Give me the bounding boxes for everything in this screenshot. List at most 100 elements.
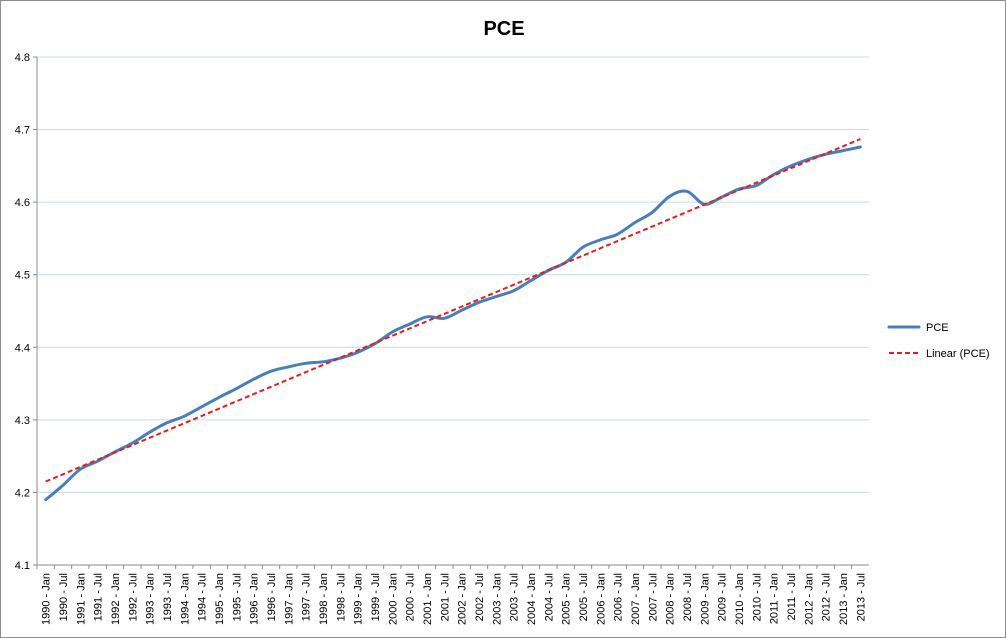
data-point-pce [443,317,446,320]
data-point-pce [304,362,307,365]
x-tick-label: 2001 - Jan [422,573,434,625]
x-tick-label: 2002 - Jan [457,573,469,625]
data-point-pce [859,145,862,149]
x-tick-label: 1994 - Jul [197,573,209,621]
x-axis-ticks: 1990 - Jan 1990 - Jul 1991 - Jan 1991 - Jul… [36,565,867,625]
data-point-pce [321,360,325,363]
x-tick-label: 2009 - Jul [717,573,729,621]
data-point-pce [391,330,394,334]
data-point-pce [148,430,151,434]
data-point-pce [841,149,845,152]
data-point-pce [183,415,186,418]
x-tick-label: 2006 - Jan [595,573,607,625]
x-tick-label: 1999 - Jul [370,573,382,621]
data-point-pce [287,365,290,369]
x-tick-label: 2001 - Jul [439,573,451,621]
x-tick-label: 2009 - Jan [699,573,711,625]
x-tick-label: 1994 - Jan [179,573,191,625]
data-point-pce [61,483,65,487]
x-tick-label: 1996 - Jul [266,573,278,621]
legend-label-pce: PCE [926,322,949,334]
data-point-pce [495,295,498,298]
y-tick-label: 4.6 [15,197,30,209]
x-tick-label: 2003 - Jul [509,573,521,621]
data-point-pce [789,164,793,168]
series-line-linear-pce [45,138,861,483]
y-tick-label: 4.4 [15,342,30,354]
x-tick-label: 1997 - Jan [283,573,295,625]
x-tick-label: 2003 - Jan [491,573,503,625]
x-tick-label: 2005 - Jan [561,573,573,625]
gridlines [37,56,869,493]
data-point-pce [651,211,654,214]
y-tick-label: 4.2 [15,487,30,499]
data-point-pce [477,301,481,304]
data-point-pce [356,351,359,354]
x-tick-label: 1991 - Jul [93,573,105,621]
x-tick-label: 1995 - Jul [231,573,243,621]
data-point-pce [44,498,47,501]
chart-title: PCE [483,18,524,40]
x-tick-label: 2011 - Jul [786,573,798,621]
data-point-pce [599,238,602,242]
data-point-pce [200,405,203,408]
x-tick-label: 1993 - Jan [145,573,157,625]
x-tick-label: 2013 - Jan [838,573,850,625]
data-point-pce [408,322,411,326]
x-tick-label: 2007 - Jan [630,573,642,625]
data-point-pce [755,184,758,187]
data-point-pce [252,378,255,381]
data-point-pce [685,190,689,193]
data-point-pce [512,289,515,292]
x-tick-label: 1993 - Jul [162,573,174,621]
x-tick-label: 1998 - Jul [335,573,347,621]
y-axis-ticks: 4.1 4.2 4.3 4.4 4.5 4.6 4.7 4.8 [15,52,37,572]
data-point-pce [235,387,238,390]
x-tick-label: 1999 - Jan [353,573,365,625]
x-tick-label: 2012 - Jan [803,573,815,625]
x-tick-label: 2013 - Jul [855,573,867,621]
x-tick-label: 1990 - Jan [41,573,53,625]
legend: PCE Linear (PCE) [887,322,990,360]
y-tick-label: 4.3 [15,415,30,427]
data-point-pce [165,421,169,424]
x-tick-label: 1997 - Jul [301,573,313,621]
x-tick-label: 2005 - Jul [578,573,590,621]
series-lines [44,138,862,502]
x-tick-label: 1992 - Jan [110,573,122,625]
data-point-pce [772,173,775,176]
x-tick-label: 2006 - Jul [613,573,625,621]
x-tick-label: 2004 - Jul [543,573,555,621]
data-point-pce [824,153,827,156]
data-point-pce [425,315,429,319]
x-tick-label: 1996 - Jan [249,573,261,625]
x-tick-label: 1991 - Jan [75,573,87,625]
data-point-pce [581,245,585,249]
x-tick-label: 1995 - Jan [214,573,226,625]
data-point-pce [616,232,619,236]
y-tick-label: 4.1 [15,560,30,572]
x-tick-label: 2010 - Jul [751,573,763,621]
y-tick-label: 4.8 [15,52,30,64]
data-point-pce [269,370,273,373]
y-tick-label: 4.7 [15,125,30,137]
y-tick-label: 4.5 [15,270,30,282]
data-point-pce [460,309,463,312]
x-tick-label: 2012 - Jul [821,573,833,621]
x-tick-label: 2008 - Jan [665,573,677,625]
x-tick-label: 2004 - Jan [526,573,538,625]
data-point-pce [96,460,99,463]
data-point-pce [633,221,637,224]
series-line-pce [44,145,862,502]
x-tick-label: 2007 - Jul [647,573,659,621]
data-point-pce [131,441,134,445]
data-point-pce [668,195,671,198]
x-tick-label: 2010 - Jan [734,573,746,625]
data-point-pce [529,279,533,282]
x-tick-label: 2000 - Jan [387,573,399,625]
x-tick-label: 2011 - Jan [769,573,781,624]
x-tick-label: 2000 - Jul [405,573,417,621]
x-tick-label: 1990 - Jul [58,573,70,621]
